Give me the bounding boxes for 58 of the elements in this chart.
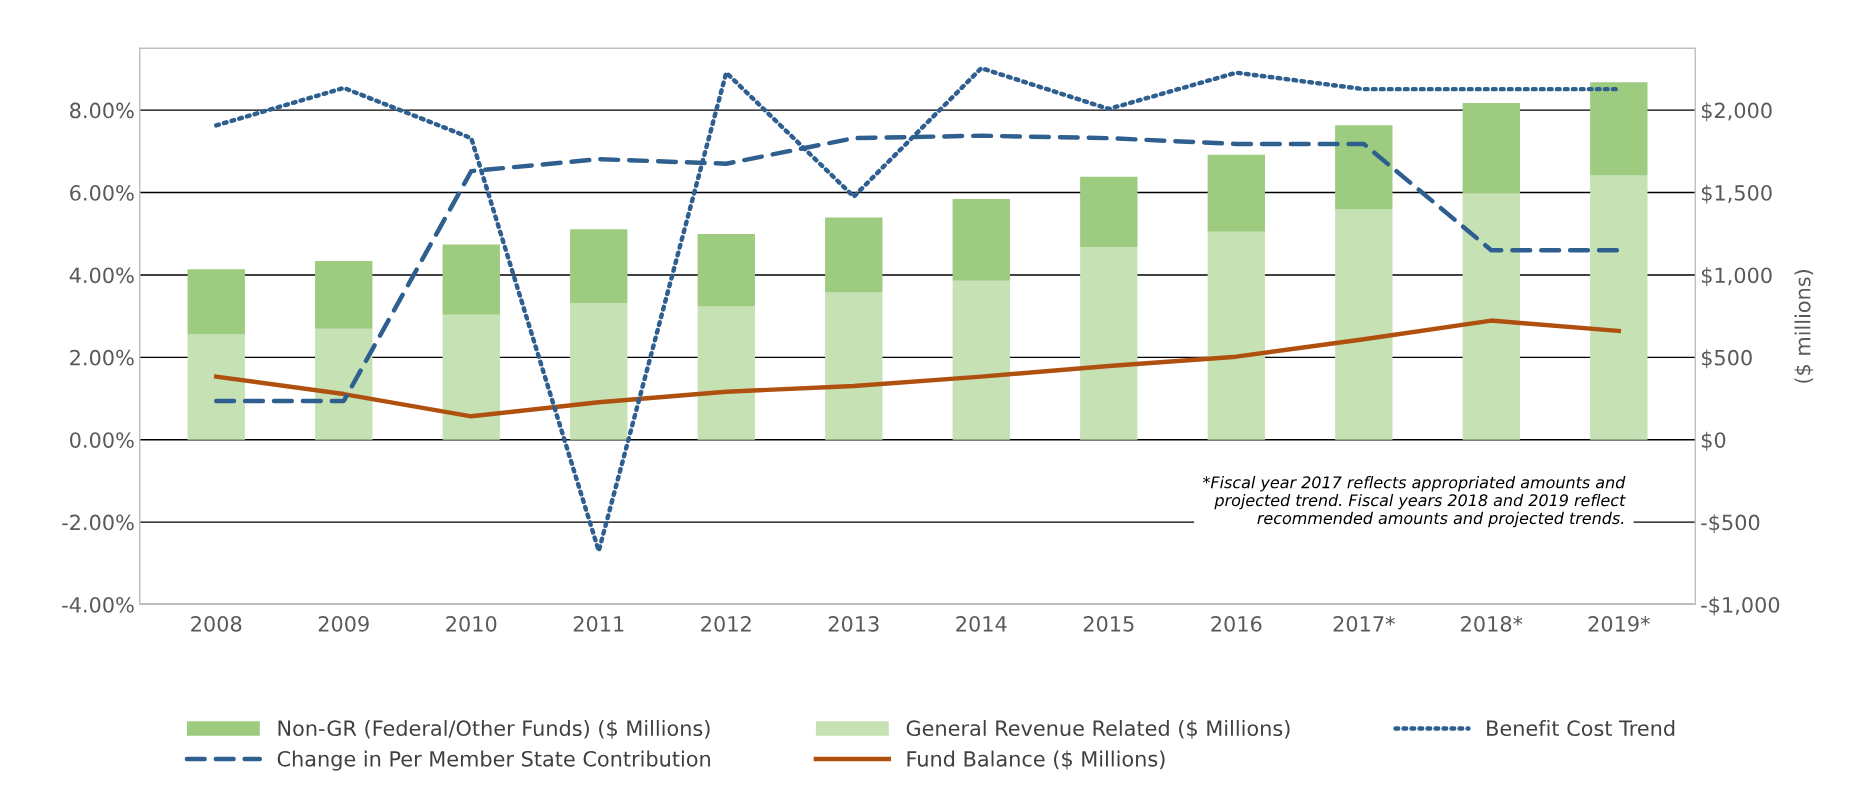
x-tick-label: 2017* bbox=[1333, 615, 1395, 632]
bar bbox=[1207, 231, 1265, 440]
bar bbox=[187, 269, 245, 335]
y-tick-label: 6.00% bbox=[70, 185, 134, 201]
y-tick-label: -4.00% bbox=[62, 596, 134, 613]
y-tick-label: 0.00% bbox=[70, 432, 134, 448]
x-tick-label: 2018* bbox=[1461, 615, 1523, 632]
x-tick-label: 2013 bbox=[828, 615, 879, 632]
bar bbox=[315, 328, 373, 440]
x-tick-label: 2015 bbox=[1083, 615, 1134, 632]
bar bbox=[1207, 154, 1265, 232]
bar bbox=[952, 280, 1010, 440]
x-tick-label: 2012 bbox=[701, 615, 751, 632]
bar bbox=[697, 306, 755, 440]
legend-label: Fund Balance ($ Millions) bbox=[907, 750, 1165, 770]
legend-label: Non-GR (Federal/Other Funds) ($ Millions) bbox=[278, 719, 710, 739]
annotation: *Fiscal year 2017 reflects appropriated amounts and projected trend. Fiscal years 2018 and 2019 reflect recommended amounts and projected trends. bbox=[1202, 476, 1626, 528]
bar bbox=[570, 302, 628, 440]
y2-tick-label: $0 bbox=[1701, 431, 1726, 451]
bar bbox=[442, 244, 500, 315]
x-tick-label: 2011 bbox=[573, 615, 624, 632]
bar bbox=[697, 234, 755, 307]
x-tick-label: 2009 bbox=[318, 615, 369, 632]
y2-tick-label: -$500 bbox=[1701, 514, 1760, 534]
bar bbox=[1590, 175, 1648, 440]
y-tick-label: 8.00% bbox=[70, 102, 134, 119]
bar bbox=[442, 314, 500, 440]
line-series bbox=[214, 318, 1622, 419]
bar bbox=[1462, 103, 1521, 194]
y2-axis-title: ($ millions) bbox=[1794, 270, 1814, 383]
y2-tick-label: $2,000 bbox=[1701, 102, 1772, 122]
y2-tick-label: $1,000 bbox=[1701, 267, 1772, 286]
bar bbox=[1335, 209, 1393, 440]
legend-label: General Revenue Related ($ Millions) bbox=[906, 719, 1290, 739]
bar bbox=[187, 334, 245, 440]
legend-label: Benefit Cost Trend bbox=[1487, 719, 1675, 737]
bar bbox=[825, 217, 883, 293]
x-tick-label: 2019* bbox=[1588, 615, 1650, 632]
bar bbox=[1080, 246, 1138, 440]
legend-label: Change in Per Member State Contribution bbox=[277, 750, 710, 771]
x-tick-label: 2014 bbox=[956, 615, 1007, 632]
bar bbox=[1080, 176, 1138, 247]
y-tick-label: 4.00% bbox=[69, 267, 134, 284]
x-tick-label: 2008 bbox=[191, 615, 242, 632]
bar bbox=[1335, 125, 1393, 210]
bar bbox=[570, 229, 628, 303]
y2-tick-label: $500 bbox=[1701, 349, 1752, 369]
x-tick-label: 2016 bbox=[1211, 615, 1262, 632]
bar bbox=[952, 198, 1010, 281]
bar bbox=[315, 260, 373, 329]
x-tick-label: 2010 bbox=[446, 615, 497, 632]
y-tick-label: 2.00% bbox=[70, 349, 134, 366]
bar bbox=[1462, 193, 1521, 440]
y-tick-label: -2.00% bbox=[62, 514, 134, 531]
bar bbox=[1590, 82, 1648, 176]
bar bbox=[825, 292, 883, 440]
y2-tick-label: -$1,000 bbox=[1701, 596, 1780, 616]
y2-tick-label: $1,500 bbox=[1701, 184, 1772, 204]
